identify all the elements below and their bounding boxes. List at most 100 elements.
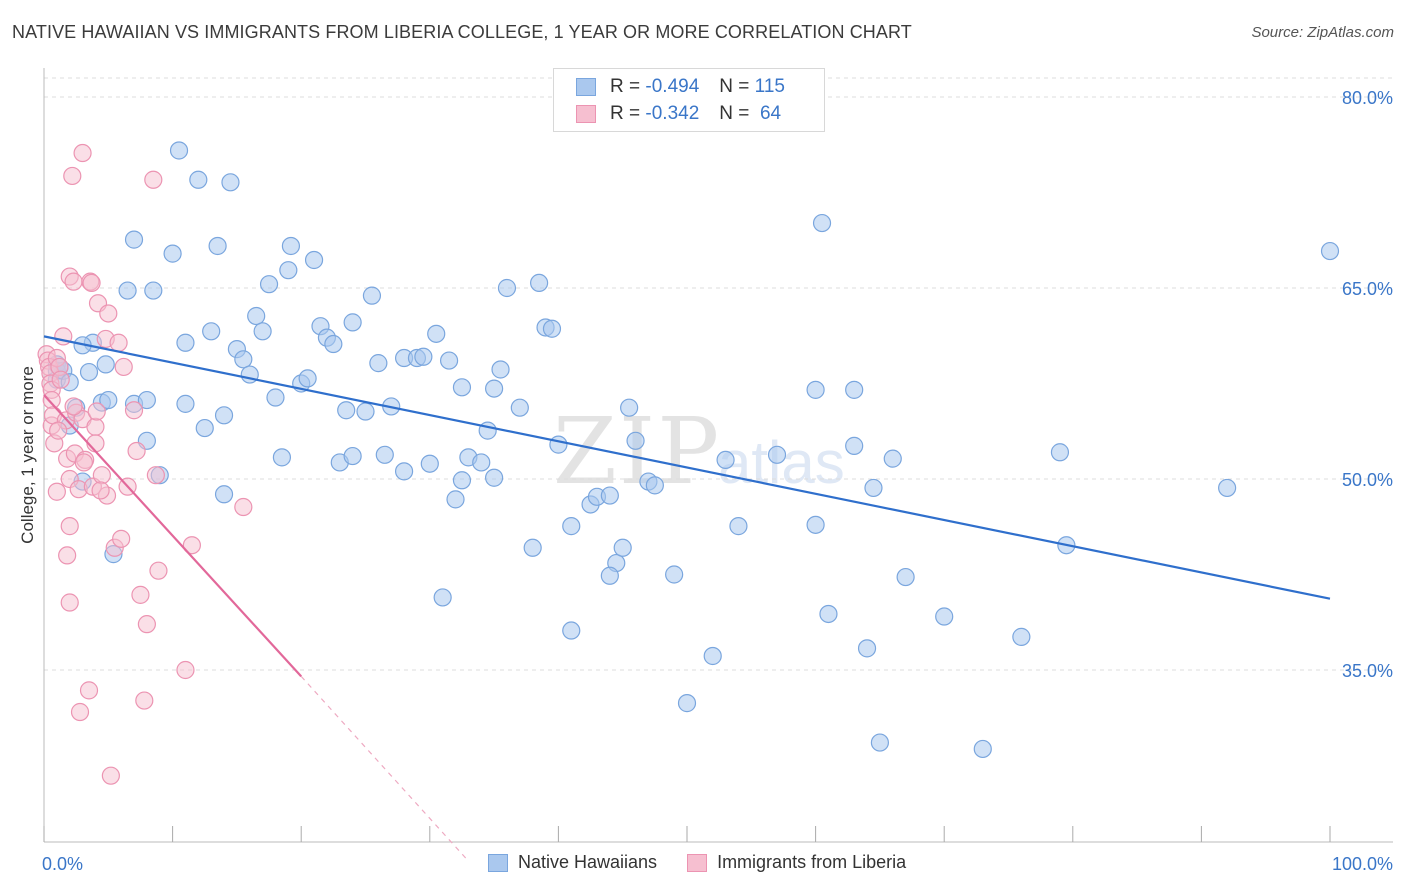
- data-point: [266, 388, 285, 407]
- data-point: [281, 236, 301, 256]
- data-point: [109, 333, 128, 352]
- data-point: [343, 446, 362, 466]
- data-point: [176, 394, 195, 413]
- data-point: [87, 402, 106, 421]
- pink-swatch-icon: [576, 105, 596, 123]
- data-point: [144, 170, 163, 189]
- data-point: [497, 278, 517, 298]
- data-point: [208, 236, 227, 256]
- data-point: [427, 324, 446, 343]
- correlation-legend: R = -0.494 N = 115 R = -0.342 N = 64: [553, 68, 825, 132]
- data-point: [523, 538, 542, 557]
- tick-labels: 35.0% 50.0% 65.0% 80.0% 0.0% 100.0%: [42, 88, 1393, 874]
- data-point: [530, 273, 549, 293]
- data-point: [870, 733, 890, 752]
- data-point: [137, 615, 156, 634]
- data-point: [74, 453, 93, 472]
- data-point: [112, 529, 131, 548]
- data-point: [542, 319, 562, 338]
- data-point: [716, 450, 735, 469]
- data-point: [414, 347, 433, 366]
- data-point: [883, 449, 902, 468]
- n-label: N =: [719, 103, 750, 124]
- data-point: [114, 357, 133, 377]
- data-point: [247, 306, 266, 326]
- data-point: [144, 281, 163, 300]
- axes: [43, 68, 1393, 843]
- data-point: [60, 593, 79, 612]
- data-point: [549, 435, 568, 454]
- data-point: [896, 567, 915, 587]
- trend-line-extension: [300, 675, 469, 862]
- data-point: [439, 351, 459, 370]
- y-tick-label: 50.0%: [1342, 470, 1393, 490]
- data-point: [446, 490, 465, 509]
- data-point: [806, 380, 825, 399]
- data-point: [259, 275, 279, 294]
- data-point: [626, 431, 645, 450]
- data-point: [96, 355, 115, 374]
- data-point: [149, 561, 168, 580]
- data-point: [767, 445, 787, 464]
- data-point: [362, 286, 382, 305]
- data-point: [677, 694, 697, 713]
- y-tick-label: 35.0%: [1342, 661, 1393, 681]
- data-point: [176, 333, 195, 352]
- data-point: [51, 370, 70, 389]
- data-point: [420, 454, 439, 473]
- r-value: -0.494: [645, 76, 700, 97]
- data-point: [82, 273, 101, 293]
- data-point: [452, 471, 472, 490]
- data-point: [42, 390, 61, 410]
- data-point: [73, 143, 92, 163]
- r-label: R =: [610, 103, 641, 124]
- series-native-hawaiians: [47, 141, 1340, 759]
- data-point: [510, 398, 529, 417]
- data-point: [304, 250, 324, 270]
- data-point: [253, 322, 272, 341]
- data-point: [600, 486, 619, 505]
- data-point: [375, 445, 394, 464]
- trend-line-immigrants-from-liberia: [43, 394, 303, 678]
- data-point: [298, 369, 317, 388]
- data-point: [49, 421, 68, 440]
- y-tick-label: 65.0%: [1342, 279, 1393, 299]
- series-immigrants-from-liberia: [37, 143, 253, 785]
- blue-swatch-icon: [576, 78, 596, 96]
- data-point: [234, 350, 253, 369]
- data-point: [64, 397, 83, 416]
- data-point: [1012, 627, 1031, 646]
- data-point: [864, 478, 883, 498]
- data-point: [935, 607, 954, 626]
- data-point: [394, 462, 414, 481]
- data-point: [202, 322, 221, 341]
- data-point: [195, 418, 214, 438]
- data-point: [729, 517, 748, 536]
- data-point: [63, 166, 82, 186]
- data-point: [272, 448, 292, 467]
- data-point: [189, 170, 208, 189]
- data-point: [665, 565, 684, 584]
- data-point: [973, 739, 992, 759]
- data-point: [343, 313, 362, 332]
- data-point: [845, 380, 864, 399]
- data-point: [131, 585, 150, 604]
- data-point: [221, 173, 240, 192]
- series-legend: Native Hawaiians Immigrants from Liberia: [488, 852, 936, 873]
- data-point: [118, 281, 137, 300]
- data-point: [279, 261, 298, 280]
- n-value: 115: [754, 76, 785, 97]
- data-point: [369, 354, 388, 373]
- data-point: [137, 390, 156, 410]
- data-point: [92, 466, 111, 485]
- x-tick-label: 100.0%: [1332, 854, 1393, 874]
- legend-label: Native Hawaiians: [518, 852, 658, 872]
- legend-row-native-hawaiians: R = -0.494 N = 115: [576, 75, 785, 99]
- data-point: [485, 379, 504, 398]
- data-point: [124, 230, 144, 249]
- data-point: [613, 538, 632, 557]
- legend-item-native-hawaiians: Native Hawaiians: [488, 852, 657, 873]
- blue-swatch-icon: [488, 853, 508, 872]
- data-point: [60, 517, 79, 536]
- data-point: [99, 390, 118, 410]
